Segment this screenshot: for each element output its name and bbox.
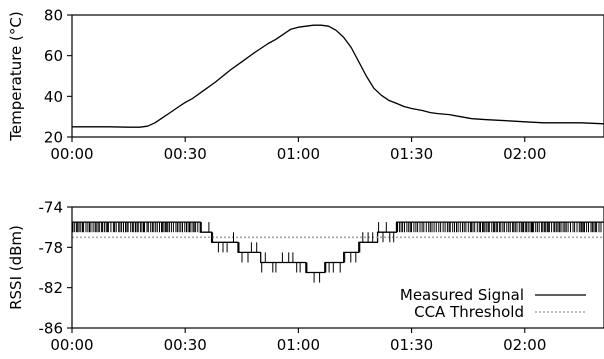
rssi-series-measured-signal — [72, 221, 604, 274]
rssi-y-tick-label: -78 — [39, 239, 64, 257]
temperature-x-tick-label: 00:30 — [164, 145, 207, 163]
rssi-panel: 00:00 00:30 01:00 01:30 02:00 -74 -78 -82 -86 RS… — [7, 199, 604, 355]
rssi-legend: Measured Signal CCA Threshold — [400, 286, 586, 321]
legend-label-measured-signal: Measured Signal — [400, 286, 524, 304]
temperature-x-tick-label: 00:00 — [50, 145, 93, 163]
temperature-x-tick-label: 01:00 — [277, 145, 320, 163]
temperature-y-tick-label: 40 — [44, 88, 63, 106]
temperature-y-tick-label: 60 — [44, 47, 63, 65]
temperature-axes-frame — [71, 14, 604, 138]
rssi-y-axis-title: RSSI (dBm) — [7, 225, 25, 310]
temperature-plot-area — [72, 24, 604, 128]
temperature-x-tick-label: 01:30 — [390, 145, 433, 163]
temperature-x-tick-label: 02:00 — [503, 145, 546, 163]
temperature-y-tick-label: 20 — [44, 129, 63, 147]
temperature-y-tick-label: 80 — [44, 7, 63, 25]
rssi-ticks: 00:00 00:30 01:00 01:30 02:00 -74 -78 -82 -86 — [39, 199, 547, 355]
legend-label-cca-threshold: CCA Threshold — [414, 303, 524, 321]
rssi-axes-frame — [71, 206, 604, 329]
temperature-panel: 00:00 00:30 01:00 01:30 02:00 20 40 60 80 Temper… — [7, 7, 604, 164]
rssi-y-tick-label: -82 — [39, 279, 64, 297]
rssi-signal-fluctuations — [72, 222, 602, 283]
rssi-x-tick-label: 01:30 — [390, 336, 433, 354]
temperature-ticks: 00:00 00:30 01:00 01:30 02:00 20 40 60 80 — [44, 7, 546, 164]
rssi-x-tick-label: 00:30 — [164, 336, 207, 354]
rssi-x-tick-label: 01:00 — [277, 336, 320, 354]
rssi-x-tick-label: 00:00 — [50, 336, 93, 354]
rssi-plot-area — [72, 221, 604, 283]
temperature-series-line — [72, 24, 604, 128]
rssi-y-tick-label: -86 — [39, 320, 64, 338]
rssi-y-tick-label: -74 — [39, 199, 64, 217]
temperature-y-axis-title: Temperature (°C) — [7, 11, 25, 141]
rssi-x-tick-label: 02:00 — [503, 336, 546, 354]
